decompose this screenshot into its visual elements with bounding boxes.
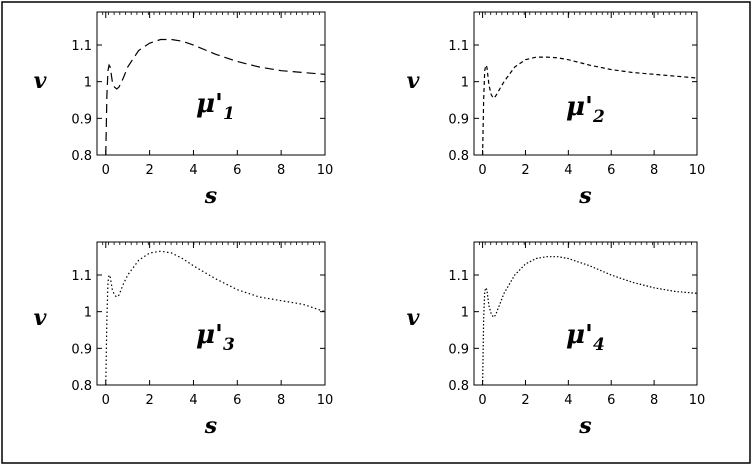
x-tick-label: 2 [521, 393, 529, 408]
y-tick-label: 1.1 [71, 39, 92, 54]
x-tick-label: 10 [317, 393, 334, 408]
series-line [481, 56, 697, 155]
y-tick-label: 0.8 [71, 149, 92, 164]
y-tick-label: 0.8 [448, 149, 469, 164]
x-tick-label: 10 [689, 163, 706, 178]
x-tick-label: 4 [189, 393, 197, 408]
x-tick-label: 2 [145, 393, 153, 408]
x-tick-label: 6 [607, 393, 615, 408]
x-tick-label: 6 [607, 163, 615, 178]
x-tick-label: 0 [102, 393, 110, 408]
x-tick-label: 2 [145, 163, 153, 178]
x-tick-label: 0 [478, 163, 486, 178]
y-axis-label: v [34, 68, 47, 94]
x-tick-label: 8 [277, 163, 285, 178]
y-tick-label: 1 [84, 76, 92, 91]
series-line [105, 250, 325, 385]
series-subscript: 2 [592, 107, 605, 127]
y-tick-label: 0.8 [448, 379, 469, 394]
y-axis-label: v [407, 68, 420, 94]
x-tick-label: 6 [233, 393, 241, 408]
x-axis-label: s [578, 183, 591, 209]
y-tick-label: 0.8 [71, 379, 92, 394]
x-tick-label: 4 [564, 163, 572, 178]
y-tick-label: 1.1 [448, 39, 469, 54]
y-tick-label: 1 [461, 306, 469, 321]
x-tick-label: 8 [650, 163, 658, 178]
y-tick-label: 0.9 [448, 342, 469, 357]
x-tick-label: 8 [277, 393, 285, 408]
y-tick-label: 0.9 [448, 112, 469, 127]
y-tick-label: 1 [461, 76, 469, 91]
y-axis-label: v [407, 305, 420, 331]
x-axis-label: s [204, 413, 217, 439]
y-tick-label: 0.9 [71, 112, 92, 127]
series-subscript: 1 [223, 104, 235, 124]
series-subscript: 3 [223, 335, 235, 355]
x-tick-label: 4 [564, 393, 572, 408]
x-axis-label: s [578, 413, 591, 439]
series-subscript: 4 [593, 335, 605, 355]
x-tick-label: 0 [478, 393, 486, 408]
x-tick-label: 8 [650, 393, 658, 408]
x-tick-label: 4 [189, 163, 197, 178]
x-tick-label: 2 [521, 163, 529, 178]
x-tick-label: 0 [102, 163, 110, 178]
y-tick-label: 0.9 [71, 342, 92, 357]
x-axis-label: s [204, 183, 217, 209]
y-tick-label: 1.1 [71, 269, 92, 284]
x-tick-label: 10 [689, 393, 706, 408]
series-line [481, 256, 697, 385]
y-tick-label: 1 [84, 306, 92, 321]
y-tick-label: 1.1 [448, 269, 469, 284]
series-line [105, 38, 325, 155]
x-tick-label: 10 [317, 163, 334, 178]
y-axis-label: v [34, 305, 47, 331]
x-tick-label: 6 [233, 163, 241, 178]
